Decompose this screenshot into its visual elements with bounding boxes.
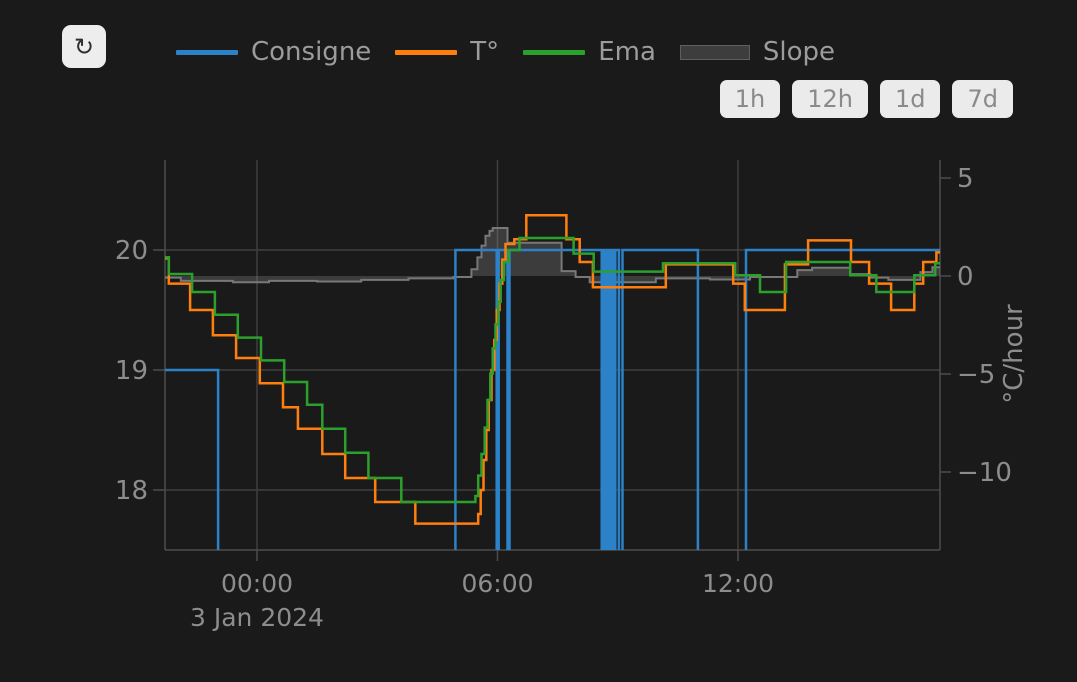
y-left-tick-label: 20 <box>115 236 148 266</box>
x-tick-label: 06:00 <box>461 569 533 598</box>
axes <box>153 160 951 561</box>
plot-area[interactable] <box>165 160 940 550</box>
refresh-icon: ↻ <box>73 32 95 61</box>
refresh-button[interactable]: ↻ <box>62 25 106 68</box>
y-right-tick-label: 0 <box>957 262 974 292</box>
slope-area-swatch-icon <box>679 44 750 60</box>
y-right-axis-title: °C/hour <box>999 304 1029 404</box>
y-left-tick-label: 19 <box>115 356 148 386</box>
legend-item-consigne[interactable]: Consigne <box>176 39 371 65</box>
y-right-tick-label: −5 <box>957 360 995 390</box>
series-slope-area <box>165 228 940 283</box>
range-button-12h[interactable]: 12h <box>792 80 868 118</box>
date-label: 3 Jan 2024 <box>190 603 324 632</box>
temperature-line-swatch-icon <box>395 49 458 55</box>
range-button-1h[interactable]: 1h <box>719 80 781 118</box>
legend-item-ema[interactable]: Ema <box>523 39 656 65</box>
traces <box>165 213 940 550</box>
y-right-tick-label: −10 <box>957 458 1012 488</box>
legend-item-slope[interactable]: Slope <box>679 37 836 67</box>
legend-item-temperature[interactable]: T° <box>395 39 499 65</box>
axis-labels: 00:00 06:00 12:00 3 Jan 2024 20 19 18 5 0 −5 −10 °C… <box>115 164 1029 632</box>
chart-legend: Consigne T° Ema Slope <box>176 38 835 66</box>
y-left-tick-label: 18 <box>115 476 148 506</box>
legend-label: Slope <box>762 37 836 67</box>
range-button-7d[interactable]: 7d <box>952 80 1013 118</box>
series-ema-line <box>165 236 940 504</box>
range-selector: 1h 12h 1d 7d <box>719 80 1013 118</box>
legend-label: Consigne <box>251 37 372 67</box>
consigne-line-swatch-icon <box>176 49 238 55</box>
x-tick-label: 12:00 <box>702 569 774 598</box>
ema-line-swatch-icon <box>523 49 586 55</box>
range-button-1d[interactable]: 1d <box>879 80 941 118</box>
y-right-tick-label: 5 <box>957 164 974 194</box>
legend-label: Ema <box>598 37 656 67</box>
legend-label: T° <box>470 37 500 67</box>
x-tick-label: 00:00 <box>221 569 293 598</box>
